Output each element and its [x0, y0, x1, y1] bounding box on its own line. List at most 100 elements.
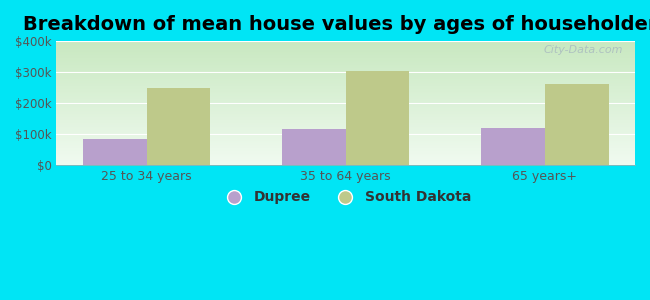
Bar — [57, 140, 635, 141]
Bar — [57, 112, 635, 113]
Bar — [57, 94, 635, 95]
Bar — [545, 84, 608, 165]
Bar — [57, 55, 635, 56]
Bar — [57, 136, 635, 137]
Bar — [57, 100, 635, 101]
Bar — [57, 47, 635, 48]
Bar — [83, 139, 146, 165]
Bar — [57, 115, 635, 116]
Bar — [57, 102, 635, 103]
Bar — [57, 65, 635, 66]
Bar — [57, 106, 635, 107]
Bar — [57, 156, 635, 157]
Bar — [57, 81, 635, 82]
Bar — [57, 48, 635, 49]
Bar — [57, 50, 635, 51]
Bar — [57, 148, 635, 149]
Bar — [57, 120, 635, 121]
Bar — [57, 52, 635, 53]
Bar — [57, 88, 635, 89]
Bar — [146, 88, 211, 165]
Bar — [57, 129, 635, 130]
Bar — [57, 121, 635, 122]
Bar — [57, 75, 635, 76]
Bar — [57, 135, 635, 136]
Bar — [57, 44, 635, 45]
Bar — [57, 157, 635, 158]
Bar — [57, 124, 635, 125]
Bar — [57, 82, 635, 83]
Bar — [57, 69, 635, 70]
Bar — [57, 125, 635, 126]
Bar — [57, 139, 635, 140]
Bar — [57, 128, 635, 129]
Bar — [57, 92, 635, 93]
Bar — [57, 123, 635, 124]
Bar — [57, 46, 635, 47]
Bar — [57, 138, 635, 139]
Bar — [57, 85, 635, 86]
Bar — [57, 80, 635, 81]
Bar — [57, 154, 635, 155]
Bar — [57, 149, 635, 150]
Bar — [57, 60, 635, 61]
Bar — [57, 90, 635, 91]
Bar — [57, 89, 635, 90]
Bar — [57, 71, 635, 72]
Bar — [57, 158, 635, 159]
Bar — [57, 64, 635, 65]
Bar — [57, 61, 635, 62]
Bar — [57, 114, 635, 115]
Bar — [57, 110, 635, 111]
Bar — [57, 145, 635, 146]
Bar — [57, 58, 635, 59]
Bar — [57, 116, 635, 117]
Bar — [57, 109, 635, 110]
Bar — [282, 129, 346, 165]
Bar — [57, 43, 635, 44]
Bar — [57, 41, 635, 42]
Bar — [57, 74, 635, 75]
Legend: Dupree, South Dakota: Dupree, South Dakota — [214, 185, 477, 210]
Bar — [57, 59, 635, 60]
Bar — [57, 70, 635, 71]
Bar — [57, 79, 635, 80]
Bar — [57, 101, 635, 102]
Bar — [57, 45, 635, 46]
Bar — [57, 152, 635, 153]
Bar — [57, 161, 635, 162]
Bar — [57, 91, 635, 92]
Bar — [57, 134, 635, 135]
Bar — [346, 70, 410, 165]
Bar — [57, 113, 635, 114]
Bar — [57, 118, 635, 119]
Bar — [57, 78, 635, 79]
Bar — [57, 67, 635, 68]
Bar — [57, 63, 635, 64]
Bar — [57, 107, 635, 108]
Bar — [57, 83, 635, 84]
Bar — [57, 56, 635, 57]
Bar — [57, 98, 635, 99]
Bar — [57, 130, 635, 131]
Text: City-Data.com: City-Data.com — [544, 45, 623, 55]
Bar — [57, 146, 635, 147]
Bar — [57, 133, 635, 134]
Bar — [57, 141, 635, 142]
Bar — [57, 86, 635, 87]
Bar — [57, 97, 635, 98]
Bar — [57, 105, 635, 106]
Bar — [57, 93, 635, 94]
Bar — [57, 150, 635, 151]
Bar — [481, 128, 545, 165]
Bar — [57, 144, 635, 145]
Bar — [57, 103, 635, 104]
Bar — [57, 131, 635, 132]
Bar — [57, 153, 635, 154]
Bar — [57, 164, 635, 165]
Title: Breakdown of mean house values by ages of householders: Breakdown of mean house values by ages o… — [23, 15, 650, 34]
Bar — [57, 72, 635, 73]
Bar — [57, 99, 635, 100]
Bar — [57, 147, 635, 148]
Bar — [57, 61, 635, 62]
